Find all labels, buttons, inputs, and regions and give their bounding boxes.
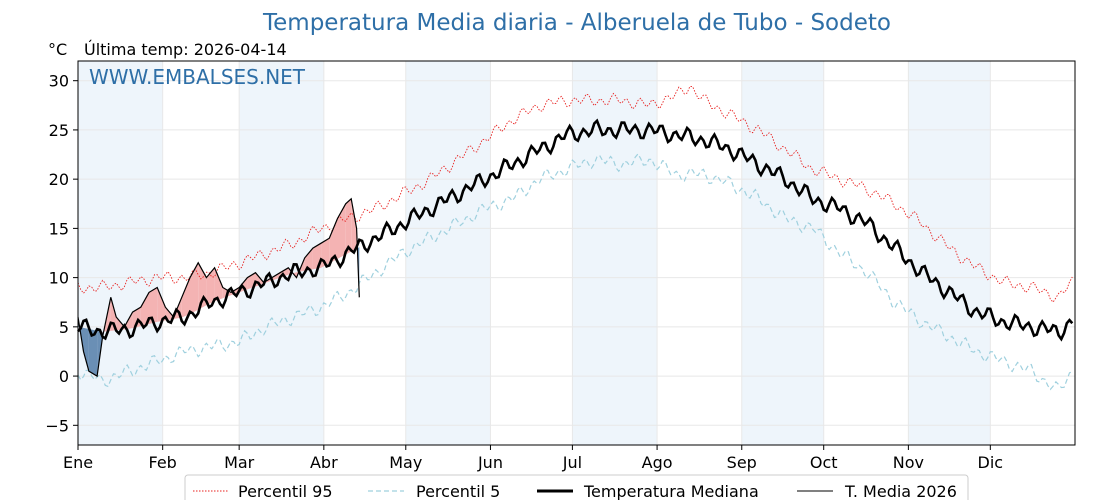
above-median-fill bbox=[337, 203, 346, 259]
month-band bbox=[572, 61, 658, 445]
above-median-fill bbox=[149, 287, 158, 324]
x-axis-ticks: Ene Feb Mar Abr May Jun Jul Ago Sep Oct Nov Dic bbox=[63, 445, 1003, 472]
plot-frame bbox=[77, 60, 1076, 446]
above-median-fill bbox=[181, 277, 190, 318]
y-tick-label: 5 bbox=[59, 318, 69, 337]
legend-box bbox=[184, 474, 969, 500]
x-tick-label: Jun bbox=[477, 453, 503, 472]
above-median-fill bbox=[271, 272, 281, 281]
x-tick-label: Ago bbox=[642, 453, 673, 472]
above-median-fill bbox=[157, 287, 166, 322]
y-axis-ticks: −5 0 5 10 15 20 25 30 bbox=[45, 72, 78, 435]
above-median-fill bbox=[304, 248, 313, 271]
media-2026-line bbox=[77, 197, 360, 378]
watermark: WWW.EMBALSES.NET bbox=[89, 65, 306, 89]
legend-p5-label: Percentil 5 bbox=[416, 482, 500, 500]
series-lines bbox=[77, 85, 1074, 391]
x-tick-label: Nov bbox=[893, 453, 924, 472]
month-band bbox=[908, 61, 991, 445]
y-tick-label: 10 bbox=[49, 269, 69, 288]
above-median-fill bbox=[214, 267, 223, 302]
month-band bbox=[741, 61, 824, 445]
above-median-fill bbox=[132, 307, 141, 329]
x-tick-label: Dic bbox=[978, 453, 1004, 472]
y-tick-label: 20 bbox=[49, 170, 69, 189]
legend-p95-label: Percentil 95 bbox=[238, 482, 333, 500]
y-tick-label: 30 bbox=[49, 72, 69, 91]
above-median-fill bbox=[140, 292, 149, 327]
above-median-fill bbox=[329, 218, 338, 264]
last-temp-label: Última temp: 2026-04-14 bbox=[84, 40, 287, 59]
legend: Percentil 95 Percentil 5 Temperatura Med… bbox=[184, 474, 969, 500]
x-tick-label: May bbox=[389, 453, 422, 472]
legend-media-label: T. Media 2026 bbox=[844, 482, 957, 500]
x-tick-label: Ene bbox=[63, 453, 93, 472]
legend-median-label: Temperatura Mediana bbox=[583, 482, 759, 500]
chart-title: Temperatura Media diaria - Alberuela de … bbox=[262, 10, 891, 36]
x-tick-label: Feb bbox=[149, 453, 177, 472]
y-tick-label: 0 bbox=[59, 367, 69, 386]
y-tick-label: −5 bbox=[45, 416, 69, 435]
above-median-fill bbox=[345, 198, 352, 255]
x-tick-label: Mar bbox=[224, 453, 255, 472]
p5-line bbox=[77, 152, 1073, 391]
month-band bbox=[405, 61, 491, 445]
below-median-fill bbox=[83, 327, 89, 372]
x-tick-label: Sep bbox=[727, 453, 757, 472]
month-band bbox=[78, 61, 163, 445]
x-tick-label: Jul bbox=[562, 453, 582, 472]
above-median-fill bbox=[351, 198, 357, 252]
y-unit-label: °C bbox=[48, 40, 67, 59]
x-tick-label: Abr bbox=[310, 453, 338, 472]
below-median-fill bbox=[88, 329, 98, 377]
x-tick-label: Oct bbox=[810, 453, 838, 472]
median-line bbox=[77, 118, 1074, 342]
y-tick-label: 25 bbox=[49, 121, 69, 140]
p95-line bbox=[77, 85, 1073, 303]
y-tick-label: 15 bbox=[49, 219, 69, 238]
above-median-fill bbox=[190, 262, 199, 314]
month-bands bbox=[78, 61, 991, 445]
